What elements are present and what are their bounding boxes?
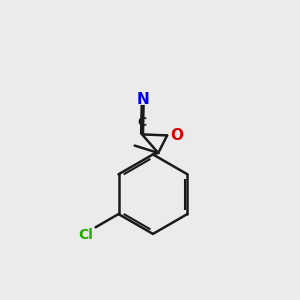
Text: Cl: Cl xyxy=(78,228,93,242)
Text: O: O xyxy=(171,128,184,143)
Text: N: N xyxy=(136,92,149,107)
Text: C: C xyxy=(137,116,147,128)
